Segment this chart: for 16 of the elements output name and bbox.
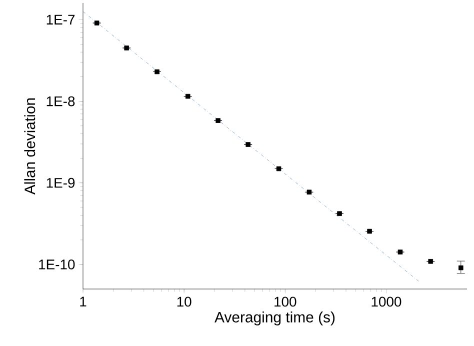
point	[154, 69, 160, 74]
point	[367, 228, 372, 234]
y-tick-label: 1E-10	[39, 260, 75, 270]
point	[306, 190, 312, 195]
y-axis-title: Allan deviation	[24, 98, 36, 195]
x-tick-label: 1	[80, 296, 86, 306]
y-tick-label: 1E-8	[46, 96, 75, 106]
x-axis-title: Averaging time (s)	[214, 312, 335, 326]
y-tick-label: 1E-9	[46, 178, 75, 188]
x-tick-label: 1000	[372, 296, 402, 307]
x-tick-label: 100	[274, 296, 296, 307]
point	[458, 265, 464, 270]
x-tick-label: 10	[177, 296, 192, 307]
y-tick-label: 1E-7	[46, 14, 75, 24]
point	[276, 166, 282, 172]
point	[185, 94, 190, 99]
